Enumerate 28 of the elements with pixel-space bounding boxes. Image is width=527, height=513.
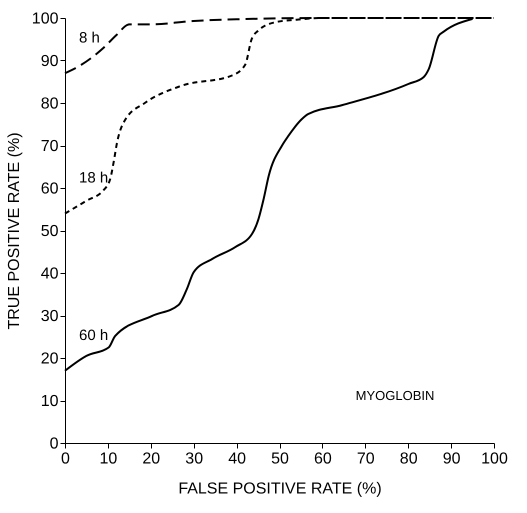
annotation: MYOGLOBIN: [356, 388, 434, 403]
series-label: 18 h: [79, 170, 108, 186]
x-tick-label: 0: [61, 450, 70, 468]
x-tick-label: 100: [481, 450, 508, 468]
y-tick-label: 90: [40, 53, 59, 70]
x-tick-label: 60: [314, 450, 332, 468]
x-tick-label: 90: [442, 450, 461, 468]
x-tick-label: 20: [142, 450, 160, 468]
x-tick-label: 80: [400, 450, 418, 468]
y-tick-label: 40: [40, 266, 59, 282]
y-tick-label: 30: [40, 308, 59, 325]
x-tick-label: 70: [356, 450, 375, 468]
y-tick-label: 60: [40, 180, 59, 198]
x-tick-label: 40: [228, 450, 246, 468]
y-tick-label: 0: [50, 436, 59, 452]
series-label: 60 h: [79, 326, 108, 344]
y-tick-label: 100: [32, 10, 59, 28]
y-tick-label: 80: [40, 96, 59, 112]
x-tick-label: 50: [271, 450, 289, 468]
series-label: 8 h: [79, 29, 100, 46]
y-tick-label: 10: [40, 393, 59, 410]
y-tick-label: 50: [40, 223, 59, 240]
x-tick-label: 10: [100, 450, 118, 468]
x-tick-label: 30: [185, 450, 204, 468]
y-tick-label: 20: [40, 350, 59, 368]
y-axis-title: TRUE POSITIVE RATE (%): [6, 132, 23, 330]
x-axis-title: FALSE POSITIVE RATE (%): [178, 480, 382, 498]
y-tick-label: 70: [40, 138, 59, 155]
